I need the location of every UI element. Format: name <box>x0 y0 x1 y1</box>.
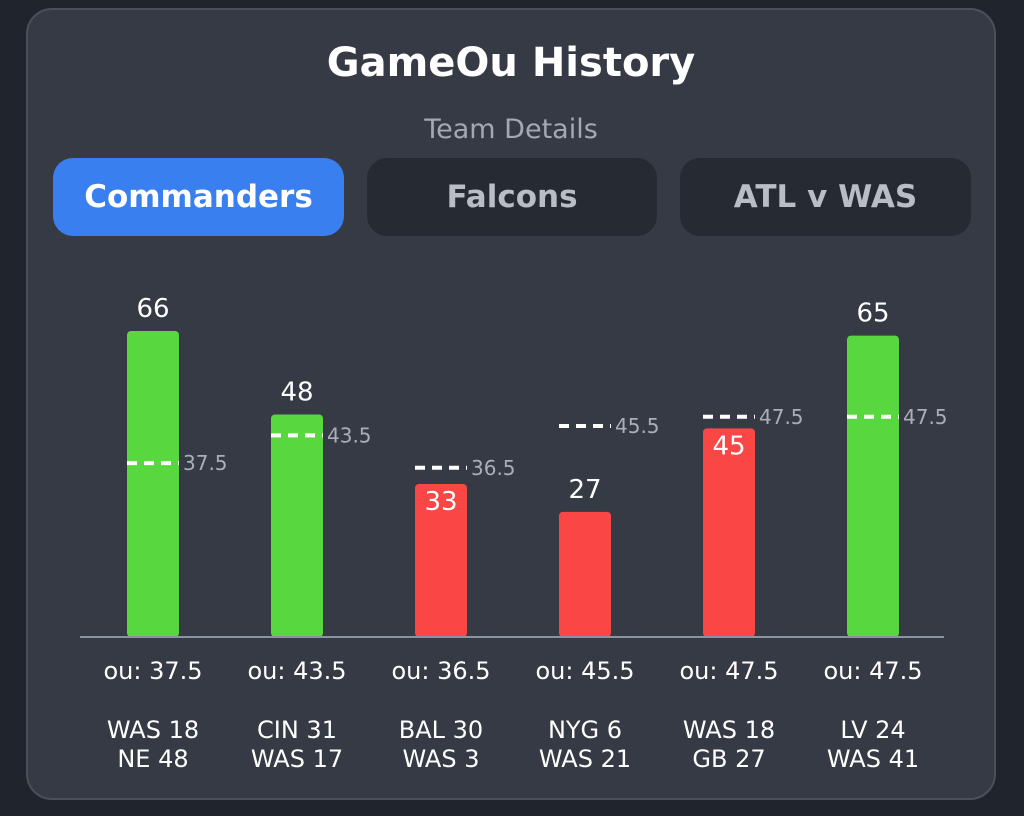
game-line1-4: WAS 18 <box>683 716 775 744</box>
category-label-2: ou: 36.5 <box>391 657 490 685</box>
game-line2-5: WAS 41 <box>827 745 919 773</box>
bar-value-3: 27 <box>568 475 601 505</box>
category-label-3: ou: 45.5 <box>535 657 634 685</box>
bar-4 <box>703 428 755 637</box>
bar-2 <box>415 484 467 637</box>
game-line2-1: WAS 17 <box>251 745 343 773</box>
ou-line-label-0: 37.5 <box>183 451 228 475</box>
bar-value-5: 65 <box>856 299 889 329</box>
game-line2-3: WAS 21 <box>539 745 631 773</box>
game-line2-2: WAS 3 <box>403 745 480 773</box>
card-subtitle: Team Details <box>424 114 598 145</box>
game-line1-1: CIN 31 <box>257 716 337 744</box>
ou-line-label-2: 36.5 <box>471 456 516 480</box>
bar-0 <box>127 331 179 637</box>
bar-value-2: 33 <box>424 487 457 517</box>
game-line1-5: LV 24 <box>840 716 905 744</box>
bar-value-0: 66 <box>136 294 169 324</box>
category-label-5: ou: 47.5 <box>823 657 922 685</box>
tab-atl-v-was[interactable]: ATL v WAS <box>680 158 971 236</box>
bar-5 <box>847 335 899 637</box>
category-label-4: ou: 47.5 <box>679 657 778 685</box>
game-line2-4: GB 27 <box>692 745 765 773</box>
ou-line-label-5: 47.5 <box>903 405 948 429</box>
game-line1-3: NYG 6 <box>548 716 622 744</box>
tab-commanders[interactable]: Commanders <box>53 158 344 236</box>
category-label-1: ou: 43.5 <box>247 657 346 685</box>
game-line2-0: NE 48 <box>117 745 188 773</box>
ou-line-label-4: 47.5 <box>759 405 804 429</box>
ou-line-label-3: 45.5 <box>615 414 660 438</box>
bar-value-1: 48 <box>280 377 313 407</box>
game-line1-2: BAL 30 <box>399 716 483 744</box>
card-title: GameOu History <box>326 40 696 86</box>
game-line1-0: WAS 18 <box>107 716 199 744</box>
ou-line-label-1: 43.5 <box>327 423 372 447</box>
ou-history-card: GameOu History Team Details <box>26 8 996 800</box>
tab-falcons[interactable]: Falcons <box>367 158 657 236</box>
bar-3 <box>559 511 611 637</box>
bar-value-4: 45 <box>712 431 745 461</box>
category-label-0: ou: 37.5 <box>103 657 202 685</box>
bar-1 <box>271 414 323 637</box>
